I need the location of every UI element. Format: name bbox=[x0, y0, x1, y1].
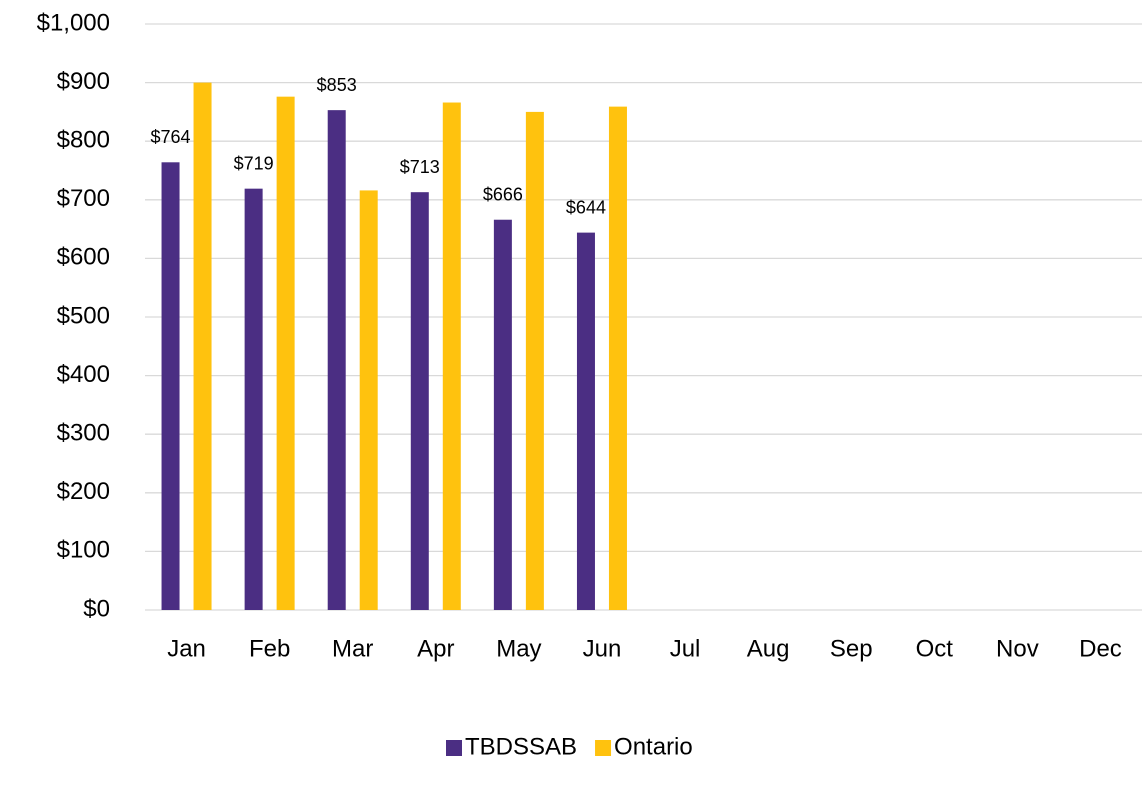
x-tick-label: Jul bbox=[670, 635, 701, 662]
legend-swatch bbox=[446, 740, 462, 756]
x-tick-label: Dec bbox=[1079, 635, 1122, 662]
data-label: $853 bbox=[317, 75, 357, 95]
data-label: $666 bbox=[483, 184, 523, 204]
y-tick-label: $800 bbox=[57, 127, 110, 154]
x-tick-label: Oct bbox=[916, 635, 954, 662]
data-label: $644 bbox=[566, 197, 606, 217]
bar bbox=[327, 110, 346, 610]
bar bbox=[608, 106, 627, 610]
y-tick-label: $700 bbox=[57, 185, 110, 212]
y-tick-label: $0 bbox=[83, 595, 110, 622]
legend-label: TBDSSAB bbox=[465, 733, 577, 760]
y-tick-label: $100 bbox=[57, 537, 110, 564]
data-label: $713 bbox=[400, 157, 440, 177]
bar bbox=[410, 192, 429, 610]
x-tick-label: Feb bbox=[249, 635, 290, 662]
x-tick-label: Nov bbox=[996, 635, 1039, 662]
bar bbox=[244, 188, 263, 610]
bar bbox=[442, 102, 461, 611]
y-tick-label: $300 bbox=[57, 420, 110, 447]
bar bbox=[493, 219, 512, 610]
y-tick-label: $900 bbox=[57, 68, 110, 95]
bar bbox=[576, 232, 595, 610]
x-tick-label: Jun bbox=[583, 635, 622, 662]
data-label: $764 bbox=[151, 127, 191, 147]
x-tick-label: May bbox=[496, 635, 541, 662]
y-tick-label: $1,000 bbox=[37, 9, 110, 36]
legend-label: Ontario bbox=[614, 733, 693, 760]
legend-swatch bbox=[595, 740, 612, 756]
bar bbox=[359, 190, 378, 610]
data-label: $719 bbox=[234, 153, 274, 173]
bar bbox=[193, 82, 212, 611]
y-tick-label: $600 bbox=[57, 244, 110, 271]
x-tick-label: Aug bbox=[747, 635, 790, 662]
bar bbox=[525, 111, 544, 611]
x-tick-label: Sep bbox=[830, 635, 873, 662]
x-tick-label: Jan bbox=[167, 635, 206, 662]
bar bbox=[276, 96, 295, 610]
y-tick-label: $500 bbox=[57, 302, 110, 329]
x-tick-label: Mar bbox=[332, 635, 373, 662]
x-tick-label: Apr bbox=[417, 635, 454, 662]
y-tick-label: $400 bbox=[57, 361, 110, 388]
y-tick-label: $200 bbox=[57, 478, 110, 505]
bar bbox=[161, 162, 180, 610]
